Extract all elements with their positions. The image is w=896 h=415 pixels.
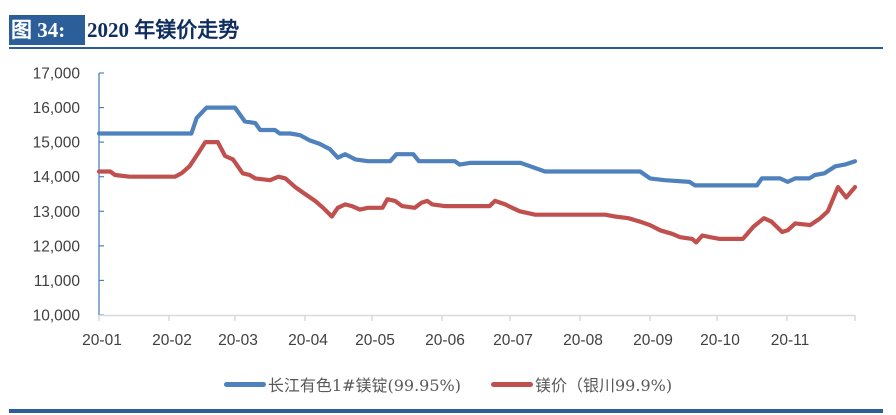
y-tick-label: 16,000 bbox=[33, 100, 81, 117]
x-tick-label: 20-09 bbox=[633, 332, 673, 349]
legend-swatch-blue-icon bbox=[223, 381, 266, 387]
y-tick-label: 10,000 bbox=[33, 308, 81, 325]
x-tick-label: 20-01 bbox=[82, 332, 122, 349]
x-tick-label: 20-04 bbox=[288, 332, 328, 349]
x-tick-label: 20-02 bbox=[152, 332, 192, 349]
x-axis: 20-01 20-02 20-03 20-04 20-05 20-06 20-07 20-08… bbox=[82, 314, 856, 349]
x-tick-label: 20-07 bbox=[493, 332, 533, 349]
x-tick-label: 20-05 bbox=[355, 332, 395, 349]
series-yinchuan-line bbox=[96, 140, 858, 245]
legend-item-yinchuan: 镁价（银川99.9%) bbox=[491, 372, 672, 396]
x-tick-label: 20-11 bbox=[771, 332, 810, 349]
y-tick-label: 14,000 bbox=[33, 169, 81, 186]
y-axis: 10,000 11,000 12,000 13,000 14,000 15,000 16,0… bbox=[33, 66, 104, 325]
legend-swatch-red-icon bbox=[491, 381, 533, 387]
figure-label: 图 34: bbox=[9, 15, 85, 45]
legend-label: 长江有色1#镁锭(99.95%) bbox=[267, 376, 461, 395]
y-tick-label: 17,000 bbox=[33, 66, 81, 83]
y-tick-label: 15,000 bbox=[33, 135, 81, 152]
legend-label: 镁价（银川99.9%) bbox=[535, 376, 673, 395]
chart-series bbox=[96, 105, 858, 245]
x-tick-label: 20-08 bbox=[563, 332, 603, 349]
header-rule bbox=[9, 47, 883, 49]
y-tick-label: 11,000 bbox=[34, 273, 81, 290]
x-tick-label: 20-06 bbox=[425, 332, 465, 349]
x-tick-label: 20-03 bbox=[218, 332, 258, 349]
legend-item-changjiang: 长江有色1#镁锭(99.95%) bbox=[223, 372, 461, 396]
y-tick-label: 13,000 bbox=[33, 204, 81, 221]
chart-legend: 长江有色1#镁锭(99.95%) 镁价（银川99.9%) bbox=[0, 372, 896, 396]
figure-header: 图 34: 2020 年镁价走势 bbox=[9, 14, 239, 46]
y-tick-label: 12,000 bbox=[33, 238, 81, 255]
figure-title: 2020 年镁价走势 bbox=[87, 18, 240, 42]
footer-rule bbox=[9, 409, 883, 413]
series-changjiang-line bbox=[96, 105, 858, 188]
x-tick-label: 20-10 bbox=[700, 332, 740, 349]
